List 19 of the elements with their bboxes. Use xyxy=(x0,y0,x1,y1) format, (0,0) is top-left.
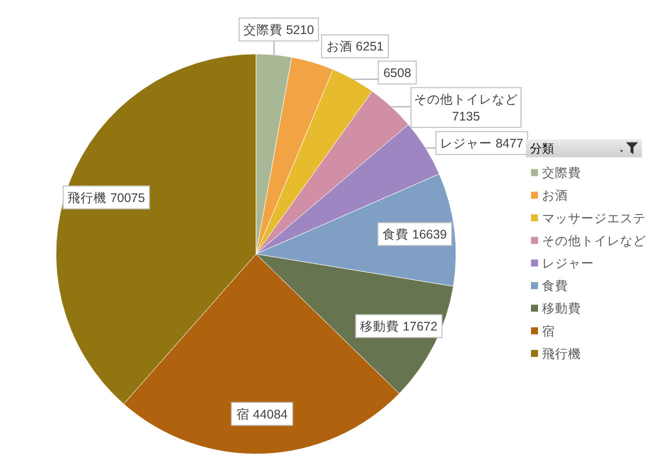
data-label: 交際費 5210 xyxy=(244,22,314,37)
legend-label: 宿 xyxy=(542,323,555,338)
legend-label: 移動費 xyxy=(542,302,581,316)
legend-title: 分類 xyxy=(530,141,554,156)
data-label: レジャー 8477 xyxy=(440,136,524,150)
legend-label: 交際費 xyxy=(542,165,581,180)
data-label: 6508 xyxy=(383,66,412,80)
data-label: 宿 44084 xyxy=(236,406,288,422)
data-label: お酒 6251 xyxy=(326,40,384,54)
legend-label: レジャー xyxy=(542,256,594,270)
legend-label: お酒 xyxy=(542,188,568,203)
legend-label: 食費 xyxy=(542,279,568,294)
data-label: その他トイレなど 7135 xyxy=(414,92,518,124)
legend-label: 飛行機 xyxy=(542,346,581,361)
data-label: 飛行機 70075 xyxy=(68,190,146,205)
legend-label: マッサージエステ xyxy=(542,211,646,226)
data-label: 食費 16639 xyxy=(382,227,447,242)
legend-label: その他トイレなど xyxy=(542,234,646,248)
data-label: 移動費 17672 xyxy=(360,319,438,334)
